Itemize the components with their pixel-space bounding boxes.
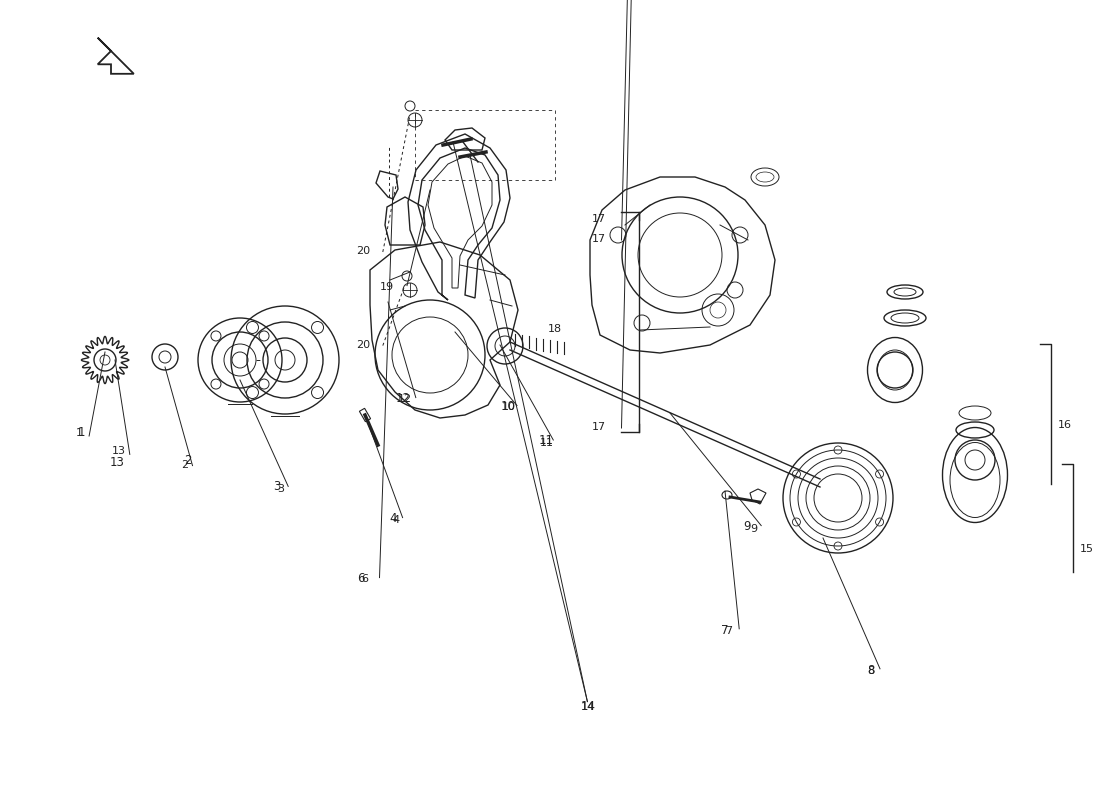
Text: 19: 19 [381,282,394,291]
Text: 13: 13 [112,446,125,456]
Text: 9: 9 [744,520,751,534]
Text: 14: 14 [581,699,596,713]
Text: 6: 6 [358,571,365,585]
Text: 20: 20 [356,340,370,350]
Text: 8: 8 [867,664,875,677]
Text: 15: 15 [1080,544,1094,554]
Text: 18: 18 [548,324,562,334]
Text: 7: 7 [720,624,728,637]
Text: 4: 4 [393,515,399,526]
Text: 2: 2 [184,454,191,467]
Text: 11: 11 [540,438,553,448]
Text: 7: 7 [725,626,732,635]
Text: 10: 10 [500,400,516,413]
Text: 11: 11 [539,434,554,447]
Text: 17: 17 [592,214,606,223]
Text: 16: 16 [1058,420,1072,430]
Text: 9: 9 [750,524,757,534]
Text: 1: 1 [78,426,86,439]
Text: 1: 1 [76,428,82,438]
Text: 20: 20 [356,246,370,256]
Text: 13: 13 [110,456,125,469]
Text: 4: 4 [389,512,397,525]
Bar [360,408,371,422]
Text: 2: 2 [182,460,188,470]
Text: 8: 8 [868,666,875,677]
Text: 12: 12 [396,392,411,405]
Text: 6: 6 [362,574,369,584]
Text: 3: 3 [273,480,280,494]
Text: 12: 12 [398,394,411,403]
Text: 14: 14 [581,702,594,712]
Text: 17: 17 [592,422,606,432]
Text: 17: 17 [592,234,606,243]
Text: 10: 10 [503,402,516,413]
Text: 3: 3 [277,484,284,494]
